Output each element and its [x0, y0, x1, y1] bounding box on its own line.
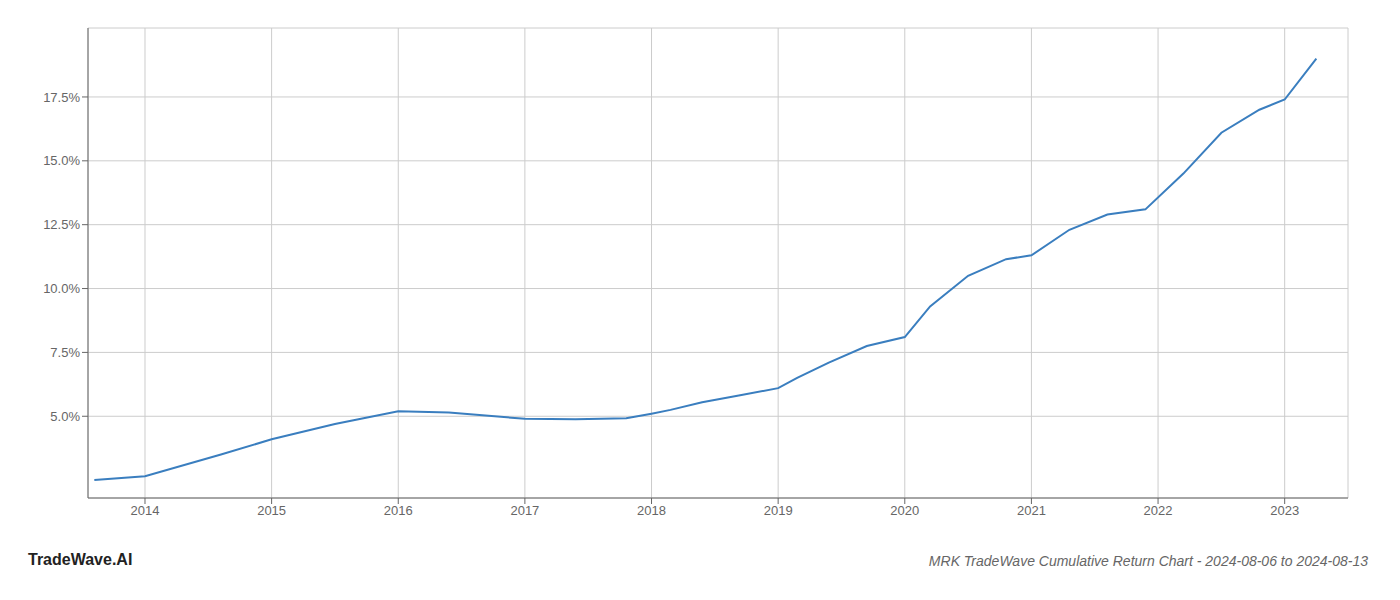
svg-text:2020: 2020: [890, 503, 919, 518]
svg-text:2018: 2018: [637, 503, 666, 518]
svg-text:2019: 2019: [764, 503, 793, 518]
svg-text:2014: 2014: [131, 503, 160, 518]
svg-text:5.0%: 5.0%: [50, 409, 80, 424]
svg-text:2015: 2015: [257, 503, 286, 518]
svg-text:15.0%: 15.0%: [43, 153, 80, 168]
svg-text:2017: 2017: [510, 503, 539, 518]
svg-text:10.0%: 10.0%: [43, 281, 80, 296]
svg-text:7.5%: 7.5%: [50, 345, 80, 360]
html-text:TradeWave.AI: TradeWave.AI: [28, 551, 133, 568]
svg-text:12.5%: 12.5%: [43, 217, 80, 232]
svg-text:2021: 2021: [1017, 503, 1046, 518]
svg-text:2016: 2016: [384, 503, 413, 518]
svg-text:2022: 2022: [1144, 503, 1173, 518]
html-text:MRK TradeWave Cumulative Retur: MRK TradeWave Cumulative Return Chart - …: [928, 553, 1368, 569]
svg-text:17.5%: 17.5%: [43, 90, 80, 105]
svg-text:2023: 2023: [1270, 503, 1299, 518]
